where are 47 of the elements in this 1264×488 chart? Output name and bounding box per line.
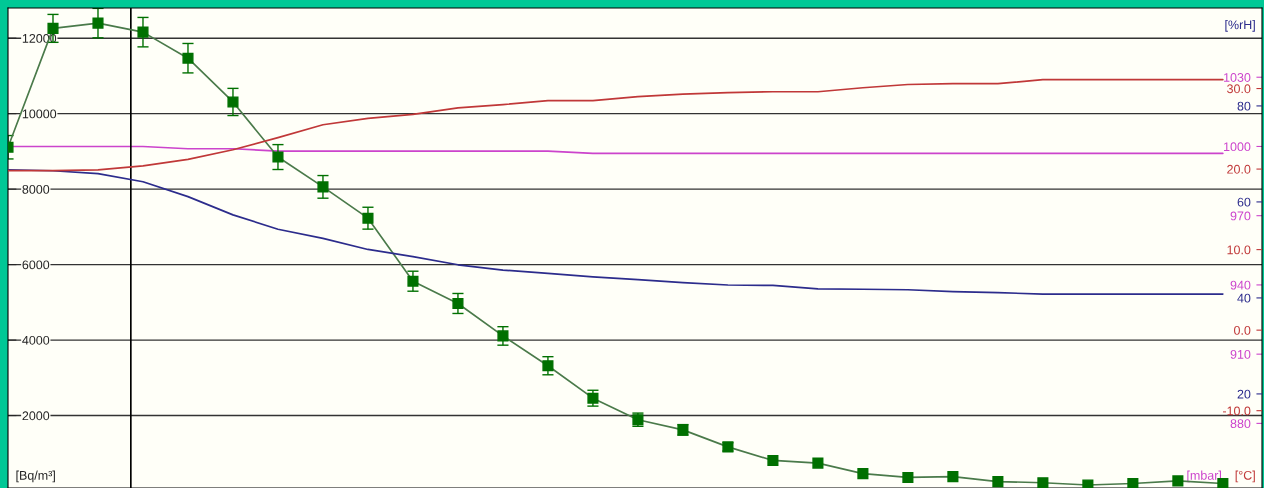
- point: [902, 471, 914, 483]
- point: [272, 151, 284, 163]
- y-tick-label: 1000: [1224, 142, 1251, 152]
- y2-axis-title: [%rH]: [1225, 20, 1255, 32]
- point: [137, 26, 149, 38]
- point: [182, 52, 194, 64]
- point: [1037, 477, 1049, 488]
- point: [92, 17, 104, 29]
- y3-tick-label: 30.0: [1227, 84, 1251, 94]
- y-tick-label: 8000: [22, 184, 50, 194]
- y3-tick-label: 0.0: [1234, 325, 1251, 335]
- point: [1172, 475, 1184, 487]
- point: [362, 212, 374, 224]
- y-tick-label: 2000: [22, 411, 50, 421]
- point: [317, 181, 329, 193]
- point: [1127, 477, 1139, 488]
- y-tick-label: 910: [1230, 349, 1251, 359]
- y3-tick-label: -10.0: [1222, 406, 1251, 416]
- point: [227, 96, 239, 108]
- point: [1082, 479, 1094, 488]
- y3-tick-label: 20.0: [1227, 164, 1251, 174]
- y-tick-label: 940: [1230, 280, 1251, 290]
- y2-tick-label: 80: [1237, 101, 1251, 111]
- y-tick-label: 970: [1230, 211, 1251, 221]
- point: [767, 454, 779, 467]
- line-series: [8, 168, 1224, 295]
- y-tick-label: 10000: [22, 109, 57, 119]
- y-tick-label: 6000: [22, 260, 50, 270]
- point: [857, 468, 869, 480]
- point: [947, 471, 959, 483]
- point: [407, 275, 419, 287]
- y3-tick-label: 10.0: [1227, 245, 1251, 255]
- point: [497, 330, 509, 342]
- point: [812, 457, 824, 469]
- line-series: [8, 78, 1224, 172]
- y2-tick-label: 60: [1237, 197, 1251, 207]
- y3-axis-title: [°C]: [1235, 470, 1255, 483]
- y-axis-title: [Bq/m³]: [16, 470, 55, 483]
- y-tick-label: 4000: [22, 335, 50, 345]
- y2-tick-label: 20: [1237, 389, 1251, 399]
- y-tick-label: 880: [1230, 419, 1251, 429]
- y2-tick-label: 40: [1237, 293, 1251, 303]
- point: [992, 476, 1004, 488]
- point: [47, 22, 59, 34]
- point: [452, 297, 464, 310]
- point: [542, 360, 554, 372]
- y-tick-label: 1030: [1224, 73, 1251, 82]
